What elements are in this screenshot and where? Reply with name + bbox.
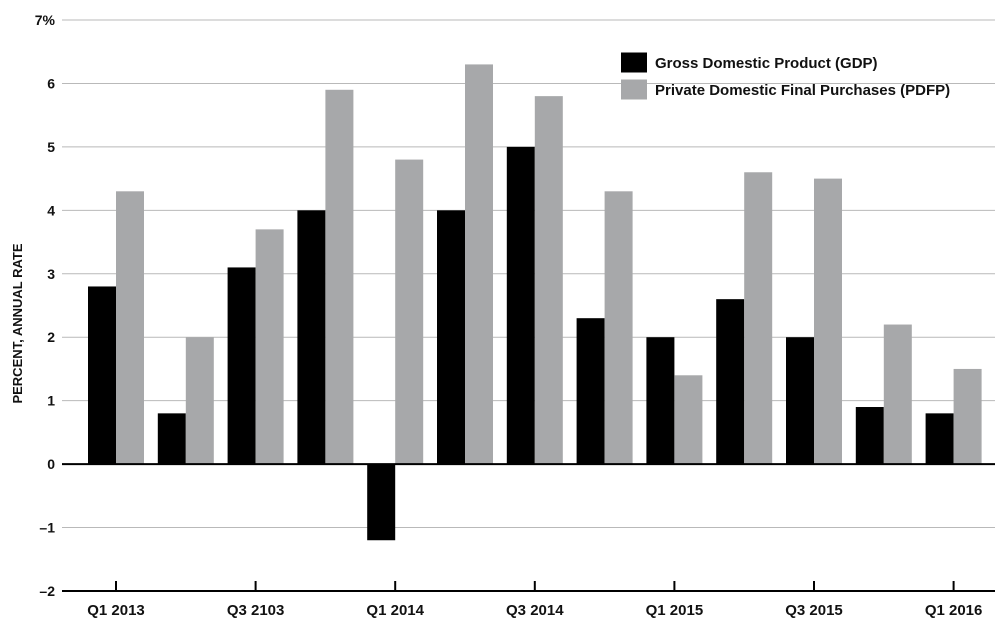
y-tick-label: 4 [47, 202, 55, 218]
y-tick-label: 1 [47, 393, 55, 409]
legend-swatch [621, 52, 647, 73]
pdfp-bar [604, 191, 633, 465]
pdfp-bar [953, 368, 982, 465]
y-tick-label: –1 [39, 520, 55, 536]
pdfp-bar [744, 172, 773, 465]
gdp-bar [88, 286, 116, 465]
pdfp-bar [534, 96, 563, 465]
legend-swatch [621, 79, 647, 100]
pdfp-bar [185, 337, 214, 465]
gdp-bar [786, 337, 814, 465]
pdfp-bar [814, 178, 842, 465]
pdfp-bar [674, 375, 703, 465]
x-tick-label: Q1 2016 [925, 602, 983, 619]
y-tick-labels: –2 –1 0 1 2 3 4 5 6 7% [35, 12, 56, 599]
y-tick-label: 5 [47, 139, 55, 155]
legend-label: Private Domestic Final Purchases (PDFP) [655, 82, 950, 99]
pdfp-bar [255, 229, 284, 465]
legend: Gross Domestic Product (GDP) Private Dome… [621, 52, 950, 100]
pdfp-bar [395, 159, 424, 465]
legend-label: Gross Domestic Product (GDP) [655, 55, 878, 72]
y-tick-label: 7% [35, 12, 56, 28]
gdp-bar [646, 337, 675, 465]
y-tick-label: 2 [47, 329, 55, 345]
gdp-bar [367, 464, 396, 541]
y-tick-label: 0 [47, 456, 55, 472]
y-tick-label: 3 [47, 266, 55, 282]
y-axis-label: PERCENT, ANNUAL RATE [10, 243, 25, 403]
gdp-bar [925, 413, 954, 465]
y-tick-label: –2 [39, 583, 55, 599]
x-tick-label: Q1 2015 [646, 602, 704, 619]
y-tick-label: 6 [47, 75, 55, 91]
gdp-bar [506, 146, 535, 465]
gdp-bar [576, 318, 605, 465]
gdp-bar [855, 407, 884, 465]
x-tick-label: Q1 2014 [366, 602, 424, 619]
pdfp-bar [883, 324, 912, 465]
x-tick-labels: Q1 2013 Q3 2103 Q1 2014 Q3 2014 Q1 2015 Q3 20… [87, 602, 982, 619]
x-tick-label: Q3 2103 [227, 602, 285, 619]
x-tick-label: Q1 2013 [87, 602, 145, 619]
gdp-bar [297, 210, 326, 465]
bars [88, 64, 982, 541]
pdfp-bar [465, 64, 493, 465]
pdfp-bar [325, 89, 354, 465]
axes [62, 463, 995, 592]
gdp-bar [227, 267, 256, 465]
x-tick-label: Q3 2015 [785, 602, 843, 619]
pdfp-bar [116, 191, 144, 465]
gdp-bar [716, 299, 745, 465]
x-tick-label: Q3 2014 [506, 602, 564, 619]
gdp-bar [157, 413, 186, 465]
gdp-bar [437, 210, 465, 465]
